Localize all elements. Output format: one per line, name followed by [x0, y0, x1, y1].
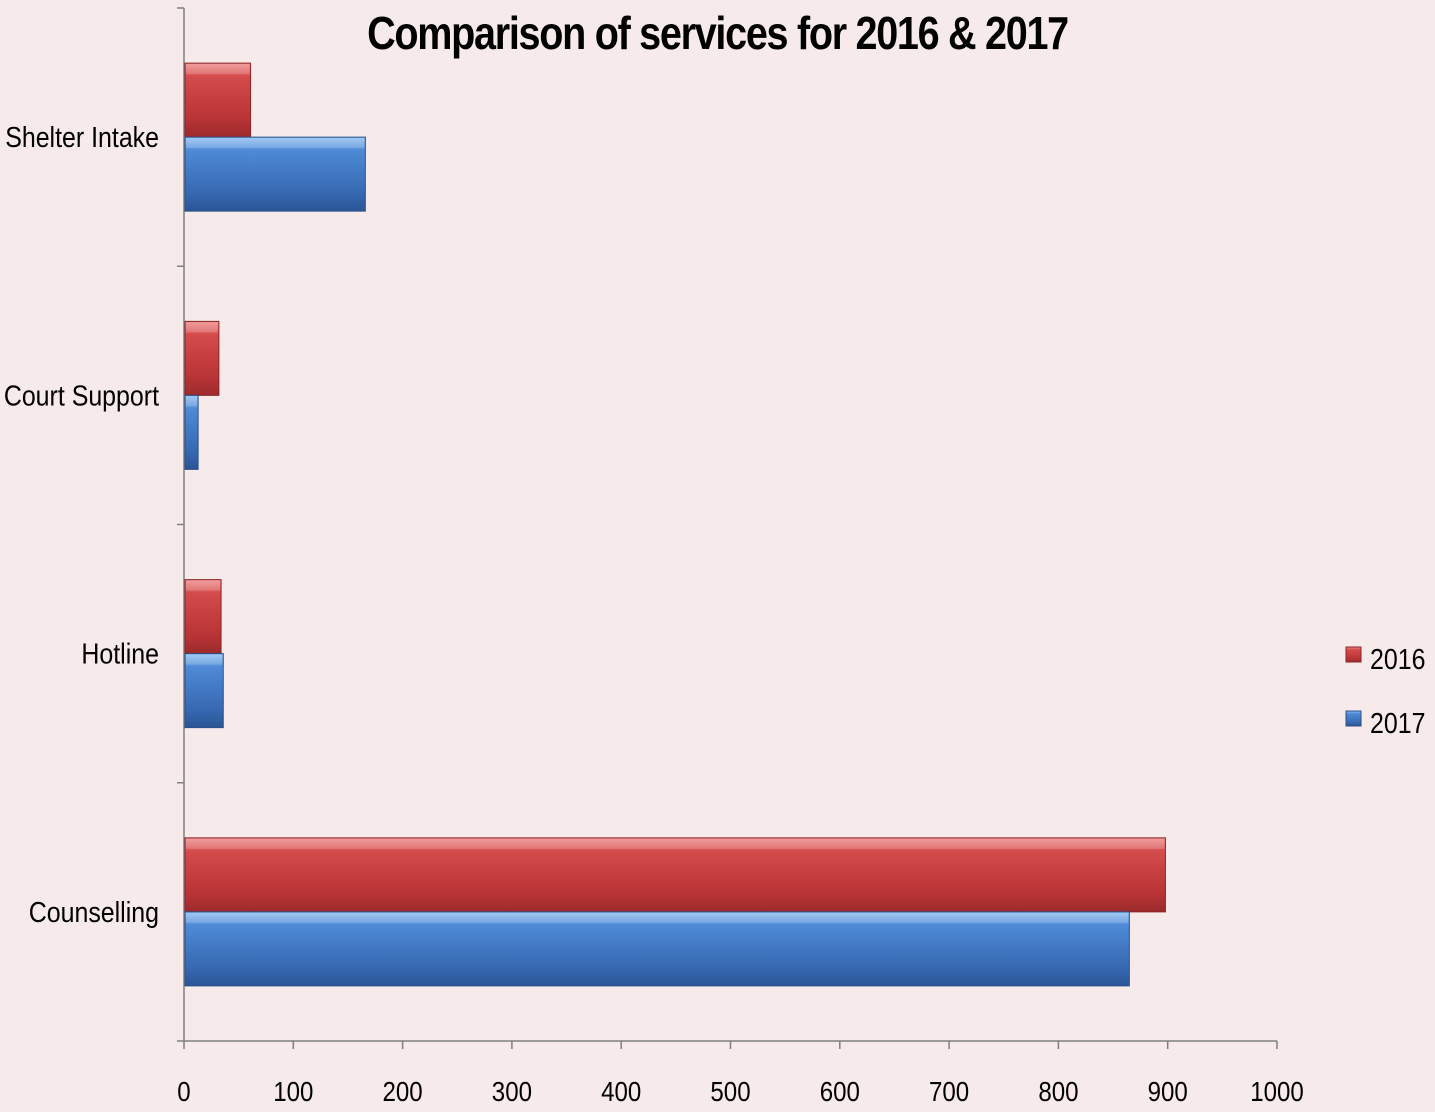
- bar-highlight: [186, 654, 223, 665]
- legend-swatch-2017: [1345, 710, 1362, 727]
- bar-counselling-2017: [184, 911, 1130, 987]
- x-tick-label: 1000: [1250, 1075, 1304, 1107]
- bar-highlight: [186, 580, 221, 591]
- x-tick-label: 100: [273, 1075, 313, 1107]
- legend-label-2017: 2017: [1370, 707, 1425, 739]
- bar-highlight: [186, 838, 1165, 849]
- x-tick-label: 0: [177, 1075, 190, 1107]
- x-tick-label: 200: [383, 1075, 423, 1107]
- y-category-label: Court Support: [4, 380, 160, 412]
- y-category-label: Shelter Intake: [5, 121, 159, 153]
- legend-swatch-2016: [1345, 646, 1362, 663]
- bar-shelter-intake-2016: [184, 62, 252, 138]
- bar-highlight: [186, 912, 1129, 923]
- bar-highlight: [186, 64, 250, 75]
- bar-shelter-intake-2017: [184, 136, 366, 212]
- bar-hotline-2016: [184, 579, 222, 655]
- bar-court-support-2016: [184, 320, 220, 396]
- legend-label-2016: 2016: [1370, 643, 1425, 675]
- x-tick-label: 700: [929, 1075, 969, 1107]
- x-tick-label: 400: [601, 1075, 641, 1107]
- y-category-label: Hotline: [81, 638, 159, 670]
- x-tick-label: 900: [1148, 1075, 1188, 1107]
- bar-hotline-2017: [184, 653, 224, 729]
- y-category-label: Counselling: [29, 896, 159, 928]
- bar-highlight: [186, 396, 198, 407]
- x-tick-label: 800: [1038, 1075, 1078, 1107]
- bar-highlight: [186, 138, 365, 149]
- x-tick-label: 600: [820, 1075, 860, 1107]
- x-tick-label: 500: [710, 1075, 750, 1107]
- x-tick-label: 300: [492, 1075, 532, 1107]
- chart-title: Comparison of services for 2016 & 2017: [367, 7, 1069, 59]
- bar-court-support-2017: [184, 394, 199, 470]
- bar-counselling-2016: [184, 837, 1166, 913]
- bar-highlight: [186, 322, 218, 333]
